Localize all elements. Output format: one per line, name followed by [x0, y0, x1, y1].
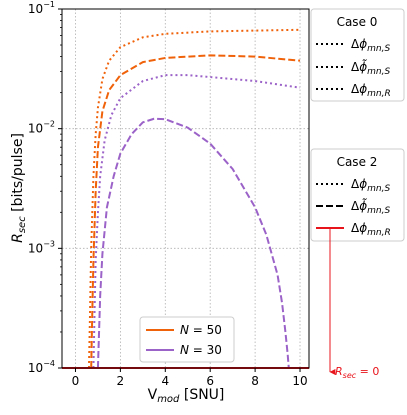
y-tick-label: 10−2 [28, 120, 55, 136]
case0-legend: Case 0 Δϕmn,S Δϕ̃mn,S Δϕmn,R [310, 8, 405, 102]
tick-layer: 0 2 4 6 8 10 10−4 10−3 10−2 10−1 [28, 0, 308, 388]
x-tick-label: 4 [161, 374, 169, 388]
case0-title: Case 0 [337, 15, 378, 29]
series-line-2 [90, 54, 301, 369]
case0-legend-box [310, 8, 405, 102]
x-tick-label: 2 [117, 374, 125, 388]
grid [62, 9, 309, 368]
case2-legend: Case 2 Δϕmn,S Δϕ̃mn,S Δϕmn,R [310, 148, 405, 242]
x-tick-label: 6 [206, 374, 214, 388]
x-axis-label: Vmod [SNU] [148, 387, 225, 405]
series-line-3 [92, 74, 301, 369]
x-tick-label: 10 [292, 374, 307, 388]
case2-title: Case 2 [337, 155, 378, 169]
zero-rate-annotation: Rsec = 0 [335, 365, 379, 380]
y-axis-label: Rsec [bits/pulse] [10, 133, 28, 243]
case2-legend-box [310, 148, 405, 242]
plot-frame [61, 8, 310, 369]
series-line-1 [87, 28, 301, 369]
y-tick-label: 10−4 [28, 359, 55, 375]
x-tick-label: 0 [72, 374, 80, 388]
legend-label-n30: N = 30 [180, 343, 222, 357]
x-tick-label: 8 [251, 374, 259, 388]
n-legend: N = 50 N = 30 [139, 316, 235, 363]
y-tick-label: 10−1 [28, 0, 55, 16]
y-tick-label: 10−3 [28, 239, 55, 255]
legend-label-n50: N = 50 [180, 323, 222, 337]
